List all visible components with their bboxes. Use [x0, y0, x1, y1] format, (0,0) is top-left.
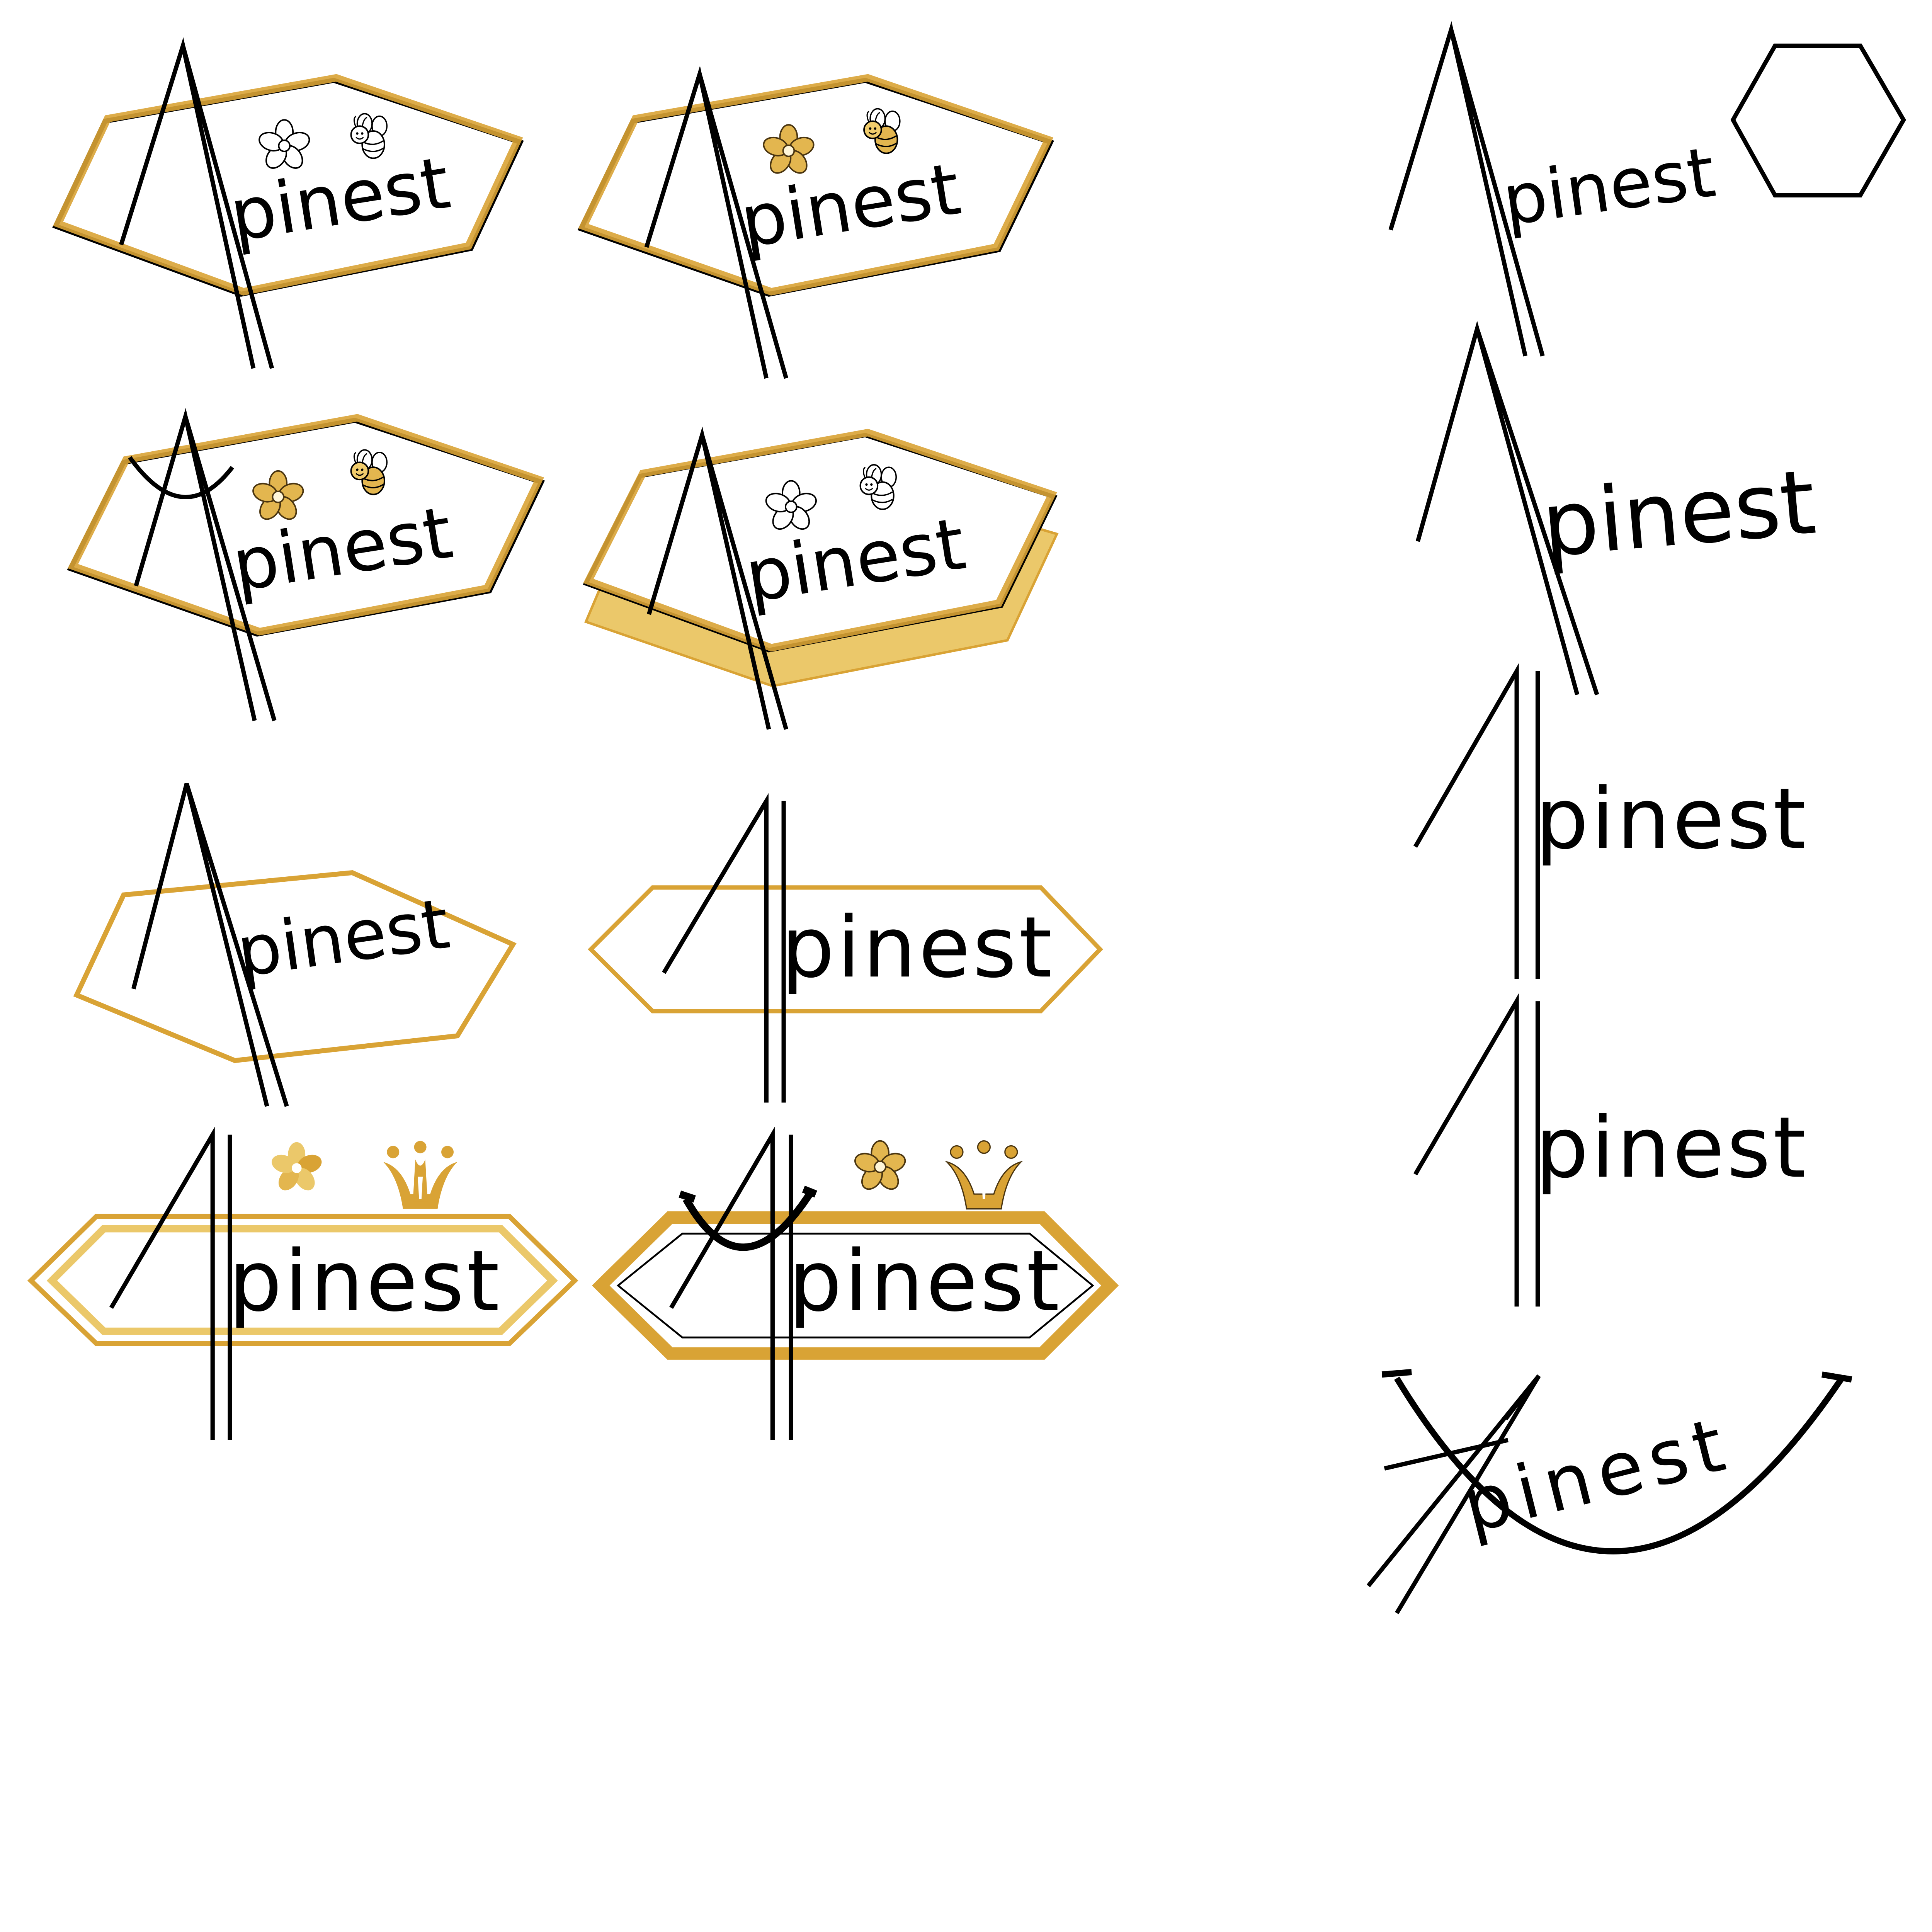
- logo-variant-12: pinest: [1413, 993, 1808, 1307]
- brand-word: pinest: [1535, 1099, 1808, 1197]
- logo-variant-3: pinest: [67, 408, 545, 721]
- logo-variant-7: pinest: [27, 1127, 578, 1440]
- tilted-hexagon-frame: [68, 414, 544, 636]
- brand-word: pinest: [1535, 770, 1808, 868]
- letter-a-strokes: [662, 793, 786, 1103]
- logo-variant-11: pinest: [1413, 663, 1808, 979]
- letter-a-strokes: [109, 1127, 232, 1440]
- logo-variant-10: pinest: [1415, 320, 1820, 696]
- brand-word: pinest: [781, 899, 1054, 997]
- letter-a-strokes: [1388, 21, 1545, 357]
- letter-a-strokes: [1415, 320, 1599, 696]
- logo-variant-5: pinest: [73, 783, 517, 1107]
- letter-a-strokes: [134, 408, 277, 721]
- letter-a-strokes: [1366, 1374, 1541, 1614]
- letter-a-strokes: [1413, 663, 1540, 979]
- brand-word: pinest: [232, 884, 454, 993]
- logo-variant-4: pinest: [583, 426, 1059, 730]
- people-icon: [946, 1140, 1022, 1210]
- logo-variant-8: pinest: [592, 1127, 1119, 1440]
- smile-arc: [128, 456, 234, 499]
- flower-gold-icon: [269, 1142, 324, 1194]
- logo-variant-13: pinest: [1366, 1369, 1852, 1614]
- people-icon: [383, 1141, 457, 1209]
- tilted-hexagon-frame: [578, 74, 1054, 296]
- flat-thin-hexagon-frame: [588, 885, 1103, 1014]
- hexagon-outline-icon: [1730, 43, 1906, 198]
- letter-a-strokes: [644, 65, 788, 379]
- flower-gold-icon: [852, 1140, 908, 1194]
- letter-a-strokes: [119, 37, 274, 369]
- double-flat-hexagon-outer: [27, 1214, 578, 1346]
- brand-word: pinest: [789, 1233, 1062, 1330]
- letter-a-strokes: [131, 783, 289, 1107]
- brand-word: pinest: [224, 141, 455, 258]
- brand-word: pinest: [1498, 132, 1720, 242]
- brand-word: pinest: [1538, 451, 1820, 578]
- bee-gold-icon: [863, 108, 901, 154]
- letter-a-strokes: [647, 426, 788, 730]
- bee-gold-icon: [350, 449, 388, 495]
- thin-tilted-hexagon-frame: [73, 870, 517, 1063]
- smile-arc: [1381, 1369, 1852, 1554]
- logo-variant-2: pinest: [577, 65, 1054, 379]
- logo-variant-9: pinest: [1388, 21, 1906, 357]
- flower-gold-icon: [760, 124, 817, 178]
- brand-word: pinest: [735, 147, 966, 264]
- logo-variant-1: pinest: [52, 37, 524, 369]
- double-flat-hexagon-inner: [46, 1225, 558, 1335]
- letter-a-strokes: [669, 1127, 793, 1440]
- brand-word: pinest: [229, 1233, 502, 1330]
- letter-a-strokes: [1413, 993, 1540, 1307]
- logo-variant-6: pinest: [588, 793, 1103, 1103]
